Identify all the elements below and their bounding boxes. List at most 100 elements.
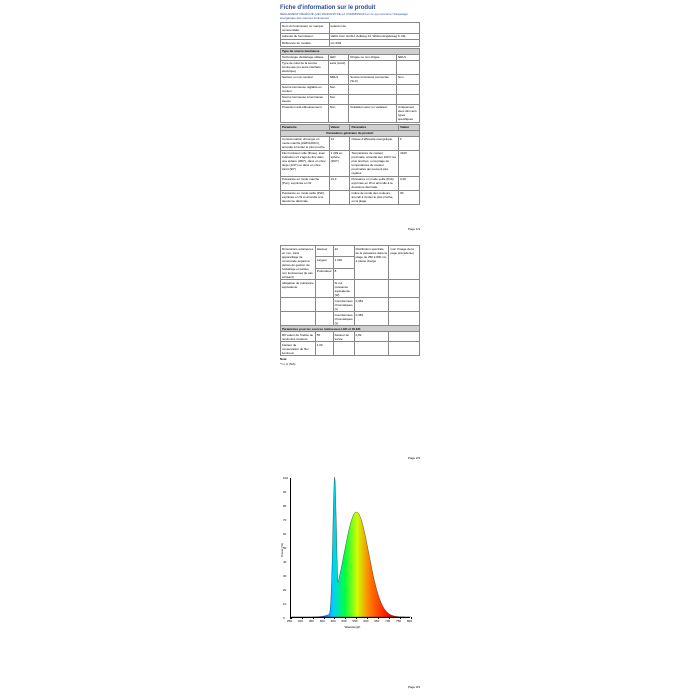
cell [281,312,316,326]
cell [389,312,420,326]
y-tick-label: 0 [283,616,285,620]
note: *= n.d. (N/A) [280,362,420,366]
cell [389,342,420,356]
page-number: Page 1/3 [408,227,420,231]
cell: Consommation d'énergie en mode marche (k… [281,136,330,150]
cell [349,94,397,104]
cell [315,280,333,298]
x-axis-label: Wavelength [345,625,361,629]
dim-value: 8 [333,268,354,279]
cell: Si oui, puissance équivalente (W) [333,280,354,298]
dim-label: Profondeur [315,268,333,279]
page-2: Dimensions extérieures en mm, sans appar… [280,245,420,366]
cell [397,60,420,74]
value: ledscom.de [329,23,419,34]
note: Note: [280,357,420,361]
cell: Coordonnées chromatiques (x) [333,298,354,312]
label: Adresse du fournisseur: [281,33,330,40]
y-tick-label: 20 [283,588,286,592]
cell [315,298,333,312]
cell [397,94,420,104]
dim-value: 22 [333,246,354,257]
dim-right-note: (voir l'image de la page précédente) [389,246,420,280]
cell: Source lumineuse connectée (SLC) [349,74,397,84]
dim-left-label: Dimensions extérieures en mm, sans appar… [281,246,316,280]
cell [389,280,420,298]
x-tick-label: 750 [396,619,401,623]
cell: Source lumineuse réglable en couleur [281,84,329,94]
doc-title: Fiche d'information sur le produit [280,5,420,11]
cell: 55 [315,332,333,342]
cell: 0,384 [354,312,389,326]
cell [281,298,316,312]
cell: 14 [329,136,350,150]
dim-note: Distribution spectrale de la puissance d… [354,246,389,280]
page-1: Fiche d'information sur le produit RÈGLE… [280,5,420,206]
y-tick-label: 80 [283,504,286,508]
cell: 90 [399,190,420,204]
cell: Allégation de puissance équivalente [281,280,316,298]
cell: Protection anti-éblouissement [281,104,329,122]
cell: Source lumineuse à luminance élevée [281,94,329,104]
cell: Facteur de conservation du flux lumineux [281,342,316,356]
cell [397,84,420,94]
cell: sans (culot) [328,60,348,74]
y-axis-label: Power (%) [280,542,284,556]
cell: Coordonnées chromatiques (y) [333,312,354,326]
cell: Puissance en mode veille (Psb), exprimée… [281,190,330,204]
x-tick-label: 600 [363,619,368,623]
cell: Gradation avec un variateur [349,104,397,122]
cell: 13,3 [329,176,350,190]
x-tick-label: 650 [374,619,379,623]
cell [389,298,420,312]
cell: 0,00 [399,176,420,190]
y-tick-label: 70 [283,518,286,522]
x-tick-label: 250 [287,619,292,623]
cell: Non [397,74,420,84]
value: LEDs Com GmbH, Zollweg 14, Wölmersingdew… [329,33,419,40]
dim-label: Hauteur [315,246,333,257]
cell [349,60,397,74]
cell: F [399,136,420,150]
type-table: Type de source lumineuse Technologie d'é… [280,48,420,123]
x-tick-label: 800 [407,619,412,623]
x-tick-label: 450 [331,619,336,623]
cell: Non [328,94,348,104]
cell: NMLS [328,74,348,84]
cell: Uniquement avec dimmers types spécifique… [397,104,420,122]
cell: Température de couleur proximale, arrond… [350,150,399,176]
cell: R9 valeur de l'indice de rendu des coule… [281,332,316,342]
spectrum-svg [291,477,411,617]
label: Référence du modèle: [281,40,330,47]
cell: Puissance en mode veille (Psb), exprimée… [350,176,399,190]
cell [315,312,333,326]
x-tick-label: 350 [309,619,314,623]
cell: 0,381 [354,298,389,312]
page-3: 0102030405060708090100 25030035040045050… [280,478,420,618]
y-tick-label: 30 [283,574,286,578]
cell: Classe d'efficacité énergétique [350,136,399,150]
cell: Indice de rendu des couleurs, arrondi à … [350,190,399,204]
dim-label: Largeur [315,257,333,268]
cell: Non [328,84,348,94]
page-number: Page 3/3 [408,685,420,689]
cell [354,342,389,356]
cell [389,332,420,342]
page-number: Page 2/3 [408,456,420,460]
cell: 1,00 [315,342,333,356]
cell: 1 239 en sphère (360°) [329,150,350,176]
y-tick-label: 100 [283,476,288,480]
cell [349,84,397,94]
value: LC-SS9 [329,40,419,47]
x-tick-label: 500 [342,619,347,623]
x-tick-label: 550 [352,619,357,623]
y-tick-label: 10 [283,602,286,606]
cell: Puissance en mode marche (Pon), exprimée… [281,176,330,190]
cell: Facteur de survie [333,332,354,342]
dim-table: Dimensions extérieures en mm, sans appar… [280,245,420,356]
cell [329,190,350,204]
y-tick-label: 40 [283,560,286,564]
supplier-table: Nom du fournisseur ou marque commerciale… [280,22,420,47]
cell [354,280,389,298]
cell: Secteur ou non secteur [281,74,329,84]
